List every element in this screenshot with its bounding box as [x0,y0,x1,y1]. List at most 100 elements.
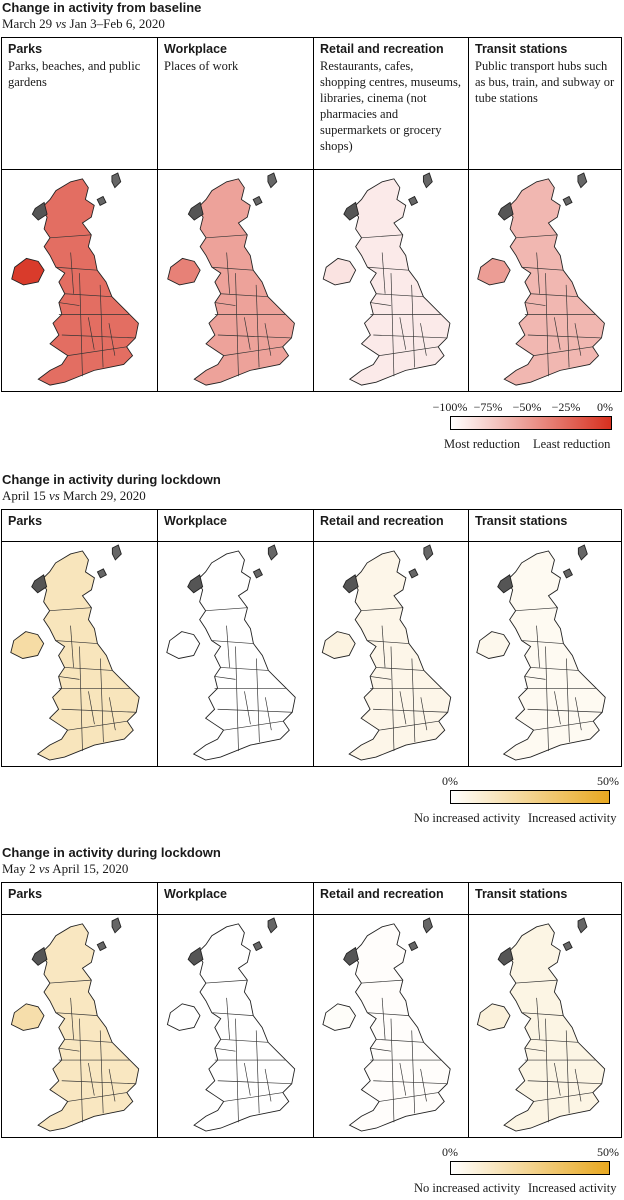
region-boundary [379,720,439,731]
uk-map [469,915,622,1137]
region-boundary [379,1092,439,1102]
panel-title: Change in activity during lockdown [2,845,221,860]
hebrides-region [31,201,48,221]
region-boundary [530,293,578,298]
region-boundary [524,1047,546,1052]
uk-map-svg [476,544,606,761]
orkney-region [562,568,573,579]
hebrides-region [497,574,514,594]
uk-map-svg [10,917,140,1132]
cell-workplace: Workplace [157,883,313,1137]
region-boundary [100,658,104,743]
hebrides-region [187,574,204,594]
region-boundary [370,302,392,306]
legend-color-bar [450,416,612,430]
cell-transit: Transit stations [468,883,622,1137]
region-boundary [61,334,136,339]
shetland-region [577,172,588,189]
hebrides-region [497,946,514,966]
great-britain-region [503,178,605,386]
orkney-region [96,195,107,206]
region-boundary [88,317,95,350]
northern-ireland-region [10,1003,45,1031]
uk-map-svg [322,172,451,386]
map-grid: Parks Workplace Retail and recreation Tr… [1,509,622,767]
uk-map [314,170,468,391]
region-boundary [214,1047,236,1052]
region-boundary [244,691,251,725]
uk-map-svg [11,172,139,386]
legend-tick: −50% [512,400,542,414]
region-boundary [61,1080,136,1085]
shetland-region [423,917,433,934]
cell-workplace: Workplace [157,510,313,766]
great-britain-region [193,178,295,386]
legend-tick: 0% [442,774,458,788]
hebrides-region [343,201,360,221]
legend-tick: 0% [597,400,613,414]
region-boundary [515,607,558,612]
region-boundary [367,266,409,271]
shetland-region [422,172,433,189]
region-boundary [256,658,260,743]
northern-ireland-region [476,631,511,659]
region-boundary [527,708,603,713]
region-boundary [61,708,137,713]
cell-parks: Parks Parks, beaches, and public gardens [2,38,157,391]
northern-ireland-region [322,257,357,286]
panel-subtitle: May 2 vs April 15, 2020 [2,861,129,876]
region-boundary [255,284,260,368]
region-boundary [223,1092,283,1102]
region-boundary [55,1012,98,1016]
shetland-region [267,544,278,561]
shetland-region [423,544,434,561]
cell-parks: Parks [2,883,157,1137]
region-boundary [554,1062,561,1096]
orkney-region [96,941,107,952]
legend-left-label: No increased activity [414,811,521,825]
orkney-region [562,195,573,206]
region-boundary [527,1080,602,1085]
region-boundary [244,1062,251,1096]
region-boundary [420,697,428,731]
legend-right-label: Least reduction [533,437,611,451]
great-britain-region [36,550,140,761]
region-boundary [370,676,392,680]
region-boundary [381,997,386,1040]
hebrides-region [31,574,48,594]
uk-map [469,170,622,391]
region-boundary [545,646,549,752]
legend-increase: 0% 50% No increased activity Increased a… [408,774,622,830]
hebrides-region [497,201,514,221]
region-boundary [79,646,83,752]
region-boundary [373,334,447,339]
region-boundary [536,997,540,1040]
northern-ireland-region [166,631,201,659]
region-boundary [521,1012,564,1016]
uk-map-svg [322,917,451,1132]
uk-map-svg [476,917,606,1132]
region-boundary [235,273,239,377]
region-boundary [255,1030,260,1114]
region-boundary [399,317,407,350]
region-boundary [265,697,272,731]
orkney-region [252,195,263,206]
northern-ireland-region [10,631,45,659]
region-boundary [411,658,416,743]
uk-map [469,542,622,766]
region-boundary [574,323,582,356]
northern-ireland-region [476,1003,511,1031]
region-boundary [376,293,424,298]
uk-map-svg [321,544,452,761]
legend-tick: −25% [551,400,581,414]
region-boundary [220,1038,269,1043]
uk-map [314,915,468,1137]
region-boundary [390,646,395,752]
region-boundary [55,266,98,271]
region-boundary [373,708,448,713]
uk-map [158,170,313,391]
region-boundary [420,323,427,356]
region-boundary [379,346,439,356]
uk-map [158,915,313,1137]
cell-retail: Retail and recreation Restaurants, cafes,… [313,38,468,391]
